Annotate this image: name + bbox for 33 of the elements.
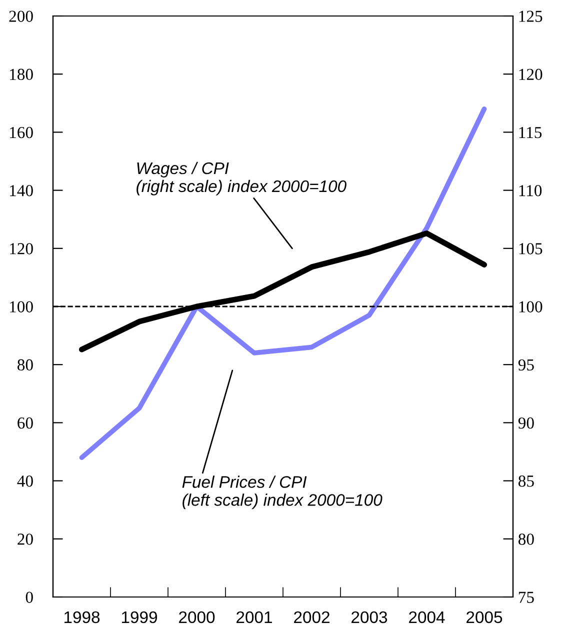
y-tick-label: 120 bbox=[10, 243, 33, 254]
x-tick-label: 2003 bbox=[352, 611, 388, 624]
y-tick-label: 40 bbox=[17, 476, 33, 487]
y2-tick-label: 120 bbox=[519, 68, 542, 80]
y-tick-label: 0 bbox=[26, 592, 33, 603]
y-tick-label: 60 bbox=[18, 417, 33, 429]
y-tick-label: 140 bbox=[10, 185, 33, 196]
line-series bbox=[79, 106, 487, 460]
y2-tick-label: 75 bbox=[518, 592, 534, 603]
y2-tick-label: 105 bbox=[519, 243, 542, 254]
y-tick-label: 100 bbox=[10, 301, 33, 312]
x-tick-label: 1998 bbox=[64, 611, 100, 624]
x-tick-label: 2005 bbox=[466, 611, 502, 624]
y-tick-label: 180 bbox=[10, 68, 33, 80]
x-tick-label: 2004 bbox=[409, 611, 445, 624]
y-tick-label: 200 bbox=[9, 10, 33, 22]
annotation: Fuel Prices / CPI (left scale) index 2000=100 bbox=[182, 476, 382, 510]
x-tick-label: 2000 bbox=[179, 611, 215, 624]
y2-tick-label: 125 bbox=[519, 10, 542, 22]
y2-tick-label: 100 bbox=[519, 301, 542, 312]
y2-tick-label: 90 bbox=[518, 417, 534, 429]
annotation: Wages / CPI (right scale) index 2000=100 bbox=[136, 162, 346, 196]
y2-tick-label: 110 bbox=[519, 185, 542, 196]
y-tick-label: 160 bbox=[10, 126, 33, 138]
y2-tick-label: 115 bbox=[519, 126, 542, 138]
y-tick-label: 20 bbox=[18, 534, 33, 545]
y2-tick-label: 85 bbox=[518, 476, 534, 487]
x-tick-label: 2002 bbox=[294, 611, 330, 624]
x-tick-label: 2001 bbox=[236, 611, 272, 624]
y2-tick-label: 95 bbox=[518, 359, 534, 371]
x-tick-label: 1999 bbox=[122, 611, 157, 624]
y2-tick-label: 80 bbox=[518, 534, 534, 545]
y-tick-label: 80 bbox=[18, 359, 33, 371]
